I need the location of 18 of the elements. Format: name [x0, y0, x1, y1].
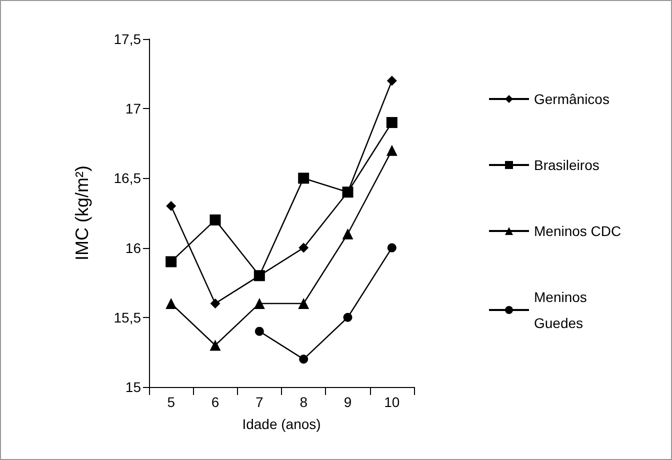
- legend-label: Meninos Guedes: [534, 289, 591, 331]
- y-tick-label: 15: [125, 379, 142, 395]
- x-tick-label: 7: [256, 394, 264, 410]
- x-tick-label: 5: [167, 394, 176, 410]
- y-tick-label: 17,5: [114, 31, 142, 47]
- legend-label: Brasileiros: [534, 157, 600, 173]
- x-tick-label: 6: [211, 394, 220, 410]
- y-tick-label: 17: [125, 100, 142, 117]
- y-tick-label: 16,5: [114, 170, 142, 186]
- legend-label: Meninos CDC: [534, 223, 622, 239]
- x-axis-title: Idade (anos): [242, 416, 321, 432]
- y-tick-label: 16: [125, 240, 142, 256]
- y-tick-label: 15,5: [114, 309, 142, 326]
- y-axis-title: IMC (kg/m²): [72, 166, 92, 260]
- x-tick-label: 8: [300, 394, 308, 410]
- x-tick-label: 10: [384, 394, 400, 410]
- x-tick-label: 9: [344, 394, 352, 410]
- legend-label: Germânicos: [534, 91, 610, 107]
